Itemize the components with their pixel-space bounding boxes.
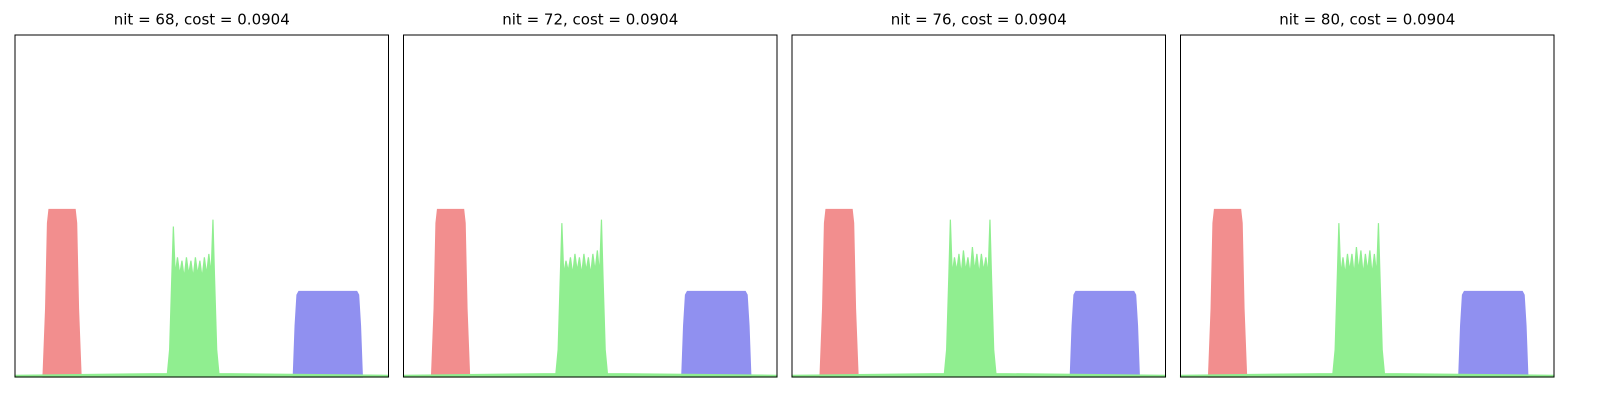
panel-frame [1180,34,1555,378]
area [430,208,471,378]
area [681,290,752,378]
panel-title: nit = 72, cost = 0.0904 [502,11,678,29]
area [791,219,1167,378]
area [1179,223,1555,378]
area [819,208,859,378]
area [402,219,778,378]
panel-frame [14,34,389,378]
area [14,219,390,378]
panel-frame [791,34,1166,378]
panel-frame [403,34,778,378]
area [1207,208,1248,378]
panel-title: nit = 68, cost = 0.0904 [114,11,290,29]
area [1458,290,1529,378]
area [292,290,363,378]
panel-title: nit = 76, cost = 0.0904 [891,11,1067,29]
panel-title: nit = 80, cost = 0.0904 [1279,11,1455,29]
area [42,208,82,378]
area [1069,290,1140,378]
